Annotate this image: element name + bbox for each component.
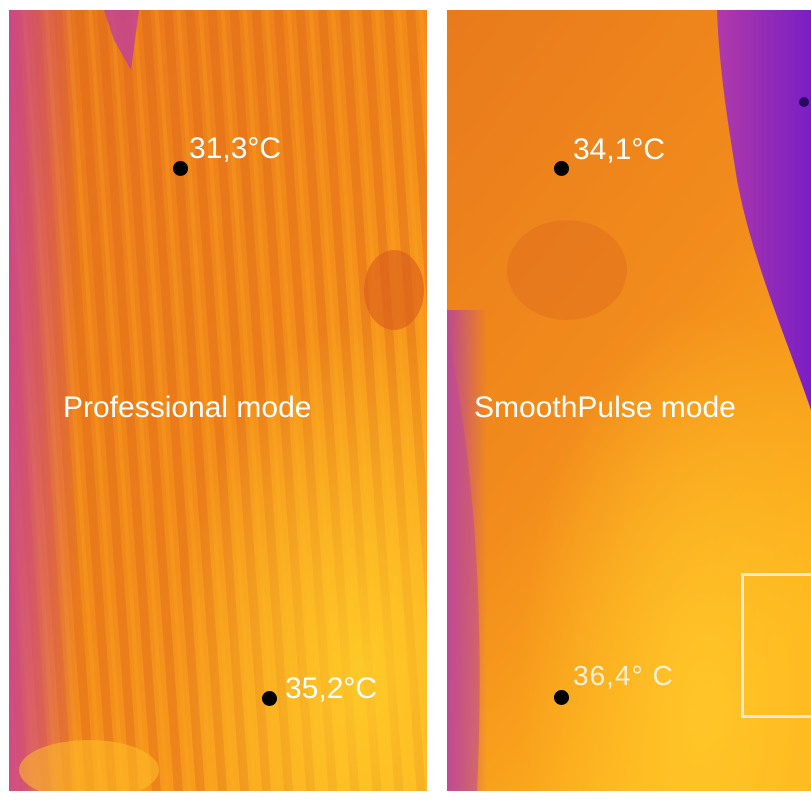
thermal-image-professional: Professional mode 31,3°C 35,2°C <box>9 10 427 791</box>
thermal-image-smoothpulse: SmoothPulse mode 34,1°C 36,4° C <box>447 10 811 791</box>
mode-label-professional: Professional mode <box>63 391 312 424</box>
temperature-reading-2: 35,2°C <box>285 672 378 705</box>
measurement-point-3 <box>554 161 569 176</box>
region-of-interest-box <box>741 573 811 718</box>
thermal-heatmap-professional <box>9 10 427 791</box>
measurement-point-4 <box>554 690 569 705</box>
temperature-reading-4: 36,4° C <box>573 660 674 691</box>
temperature-reading-3: 34,1°C <box>573 133 666 166</box>
mode-label-smoothpulse: SmoothPulse mode <box>474 391 736 424</box>
thermal-heatmap-smoothpulse <box>447 10 811 791</box>
measurement-point-2 <box>262 691 277 706</box>
measurement-point-1 <box>173 161 188 176</box>
temperature-reading-1: 31,3°C <box>189 132 282 165</box>
